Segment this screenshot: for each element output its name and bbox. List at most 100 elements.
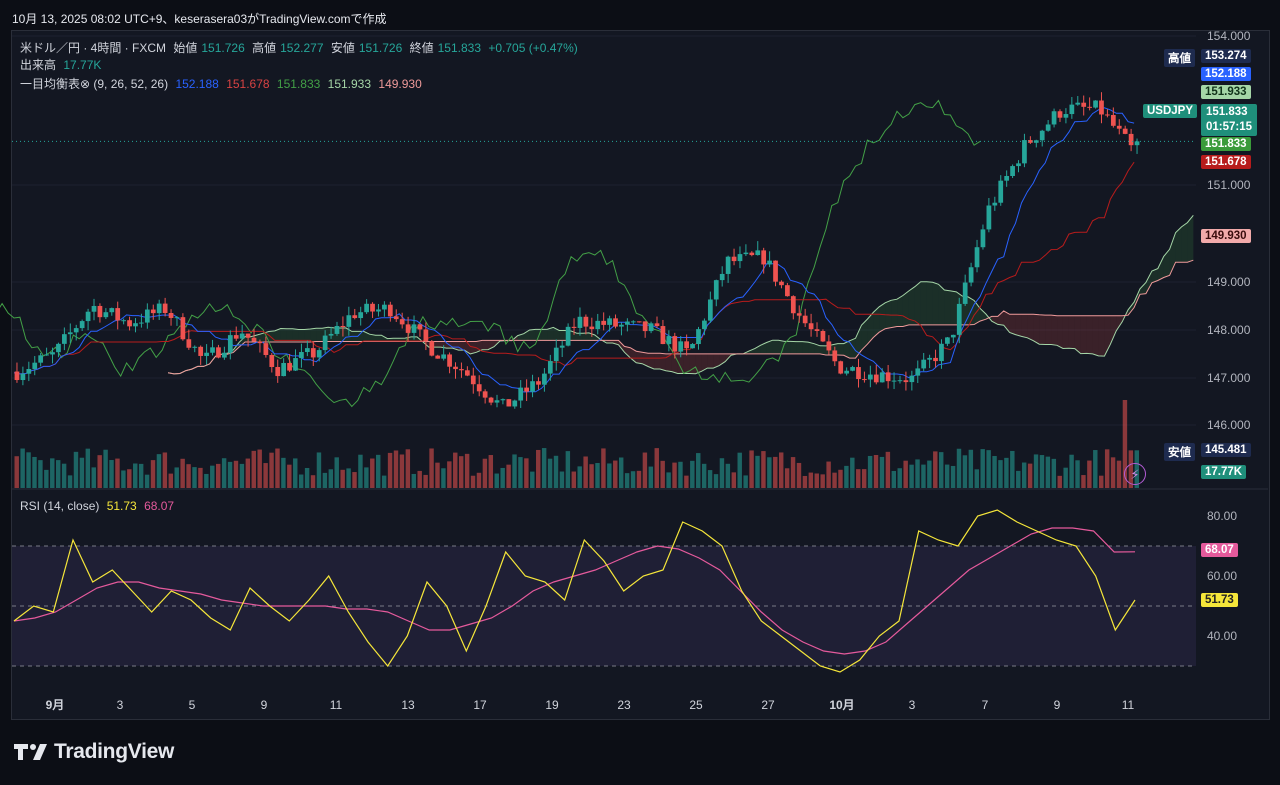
cloud-segment [1068, 315, 1075, 349]
candle-body [1110, 115, 1116, 126]
candle-body [844, 370, 850, 374]
volume-bar [962, 455, 968, 488]
cloud-segment [1181, 222, 1188, 263]
candle-body [719, 273, 725, 281]
volume-bar [530, 471, 535, 488]
volume-bar [103, 449, 108, 488]
cloud-segment [819, 345, 826, 355]
volume-badge: 17.77K [1201, 465, 1247, 479]
volume-bar [32, 456, 37, 488]
chart-frame[interactable] [11, 30, 1270, 720]
rsi-label[interactable]: RSI (14, close) [20, 499, 100, 513]
volume-bar [660, 460, 665, 488]
legend-symbol[interactable]: 米ドル／円 · 4時間 · FXCM [20, 41, 166, 55]
candle [1093, 100, 1098, 109]
volume-bar [1057, 475, 1062, 488]
cloud-segment [979, 308, 986, 322]
ichimoku-label[interactable]: 一目均衡表⊗ (9, 26, 52, 26) [20, 77, 169, 91]
candle [939, 339, 944, 369]
volume-bar [885, 451, 891, 488]
volume-bar [38, 460, 43, 488]
candle [595, 313, 601, 335]
candle-body [553, 347, 559, 362]
candle [666, 330, 672, 352]
volume-bar [494, 473, 499, 488]
cloud-segment [695, 353, 702, 374]
cloud-segment [837, 343, 844, 356]
rsi-line [13, 509, 1136, 673]
candle [79, 319, 85, 332]
volume-bar [310, 475, 316, 488]
candle [239, 324, 245, 340]
candle [891, 372, 897, 390]
volume-bar [464, 453, 470, 488]
volume-bar [755, 455, 760, 488]
candlesticks [14, 92, 1140, 409]
rsi-badge: 51.73 [1201, 593, 1238, 607]
price-axis-label-1: 151.000 [1207, 178, 1251, 192]
cloud-segment [689, 353, 696, 374]
x-axis-label-13: 7 [982, 698, 989, 712]
ichimoku-kijun: 151.678 [226, 77, 270, 91]
candle-body [103, 312, 109, 318]
volume-bar [974, 469, 979, 488]
x-axis-label-10: 27 [761, 698, 775, 712]
candle-body [583, 316, 589, 327]
volume-bar [138, 463, 144, 488]
candle-body [547, 361, 553, 374]
candle [441, 345, 447, 361]
candle [713, 279, 719, 307]
cloud-segment [1187, 215, 1194, 263]
cloud-segment [861, 319, 868, 351]
cloud-segment [926, 281, 933, 325]
candle-body [524, 387, 529, 392]
candle-body [779, 281, 784, 286]
candle-body [565, 326, 571, 346]
volume-bar [239, 463, 245, 488]
candle [263, 336, 269, 358]
cloud-segment [920, 281, 927, 325]
tradingview-logo[interactable]: TradingView [14, 740, 174, 764]
candle [571, 318, 577, 335]
candle [32, 356, 38, 376]
candle-body [785, 285, 790, 297]
volume-bar [707, 470, 713, 488]
candle-body [97, 305, 103, 318]
candle [275, 359, 281, 383]
candle-body [139, 322, 144, 324]
candle [654, 316, 660, 328]
candle [328, 326, 334, 339]
volume-bar [1045, 456, 1051, 488]
candle-body [1093, 100, 1098, 108]
candle [1016, 160, 1021, 173]
candle [725, 255, 731, 283]
candle-body [713, 280, 719, 300]
candle [340, 316, 346, 337]
symbol-badge[interactable]: USDJPY [1143, 104, 1198, 118]
candle-body [239, 333, 245, 339]
volume-label[interactable]: 出来高 [20, 58, 57, 72]
high-marker-label: 高値 [1168, 53, 1191, 65]
x-axis-label-4: 11 [330, 698, 343, 712]
candle [844, 367, 850, 376]
cloud-segment [760, 342, 767, 354]
volume-bar [26, 452, 31, 488]
candle-body [897, 380, 903, 382]
candle [1051, 108, 1057, 128]
volume-bar [1021, 462, 1027, 488]
candle [269, 352, 275, 373]
volume-bar [713, 474, 719, 488]
volume-bar [607, 463, 612, 488]
candle-body [945, 337, 950, 344]
candle-body [352, 315, 358, 319]
candle [1039, 129, 1045, 147]
candle-body [1122, 128, 1128, 134]
candle-body [127, 320, 132, 327]
volume-bar [731, 472, 737, 488]
candle [1004, 170, 1010, 187]
lightning-icon[interactable]: ⚡ [1124, 463, 1146, 485]
volume-bar [144, 474, 150, 488]
candle [678, 336, 684, 358]
candle [1122, 125, 1128, 135]
